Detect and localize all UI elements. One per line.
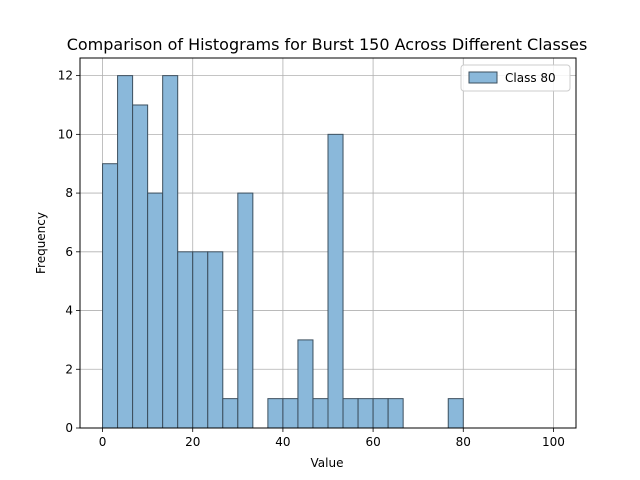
y-tick-label: 8 — [65, 186, 73, 200]
y-tick-label: 2 — [65, 362, 73, 376]
histogram-bar — [342, 398, 359, 429]
y-tick-label: 0 — [65, 421, 73, 435]
legend-swatch — [468, 71, 498, 84]
histogram-bar — [447, 398, 464, 429]
histogram-bar — [147, 192, 164, 429]
y-tick-label: 10 — [58, 127, 73, 141]
histogram-bar — [282, 398, 299, 429]
histogram-bar — [387, 398, 404, 429]
y-axis-label: Frequency — [34, 212, 48, 274]
histogram-bar — [177, 251, 194, 429]
y-tick-label: 12 — [58, 69, 73, 83]
histogram-bar — [207, 251, 224, 429]
y-tick-label: 6 — [65, 245, 73, 259]
histogram-bar — [312, 398, 329, 429]
histogram-bar — [102, 163, 119, 429]
histogram-bar — [192, 251, 209, 429]
x-tick-label: 60 — [365, 435, 380, 449]
histogram-bar — [132, 104, 149, 429]
histogram-bar — [372, 398, 389, 429]
histogram-bar — [117, 75, 134, 429]
histogram-bar — [267, 398, 284, 429]
x-tick-label: 0 — [99, 435, 107, 449]
histogram-bar — [222, 398, 239, 429]
x-tick-label: 80 — [456, 435, 471, 449]
plot-area: 0 20 40 60 80 100 0 2 4 6 8 10 12 Class 80 — [58, 57, 577, 449]
legend-label: Class 80 — [505, 71, 556, 85]
axes-frame — [79, 57, 577, 429]
histogram-bar — [162, 75, 179, 429]
x-tick-label: 40 — [275, 435, 290, 449]
histogram-bar — [297, 339, 314, 429]
chart-title: Comparison of Histograms for Burst 150 A… — [67, 35, 588, 54]
x-tick-label: 100 — [542, 435, 565, 449]
histogram-bar — [327, 133, 344, 429]
x-axis-label: Value — [311, 456, 344, 470]
histogram-bar — [237, 192, 254, 429]
histogram-bar — [357, 398, 374, 429]
y-tick-label: 4 — [65, 304, 73, 318]
x-tick-label: 20 — [185, 435, 200, 449]
